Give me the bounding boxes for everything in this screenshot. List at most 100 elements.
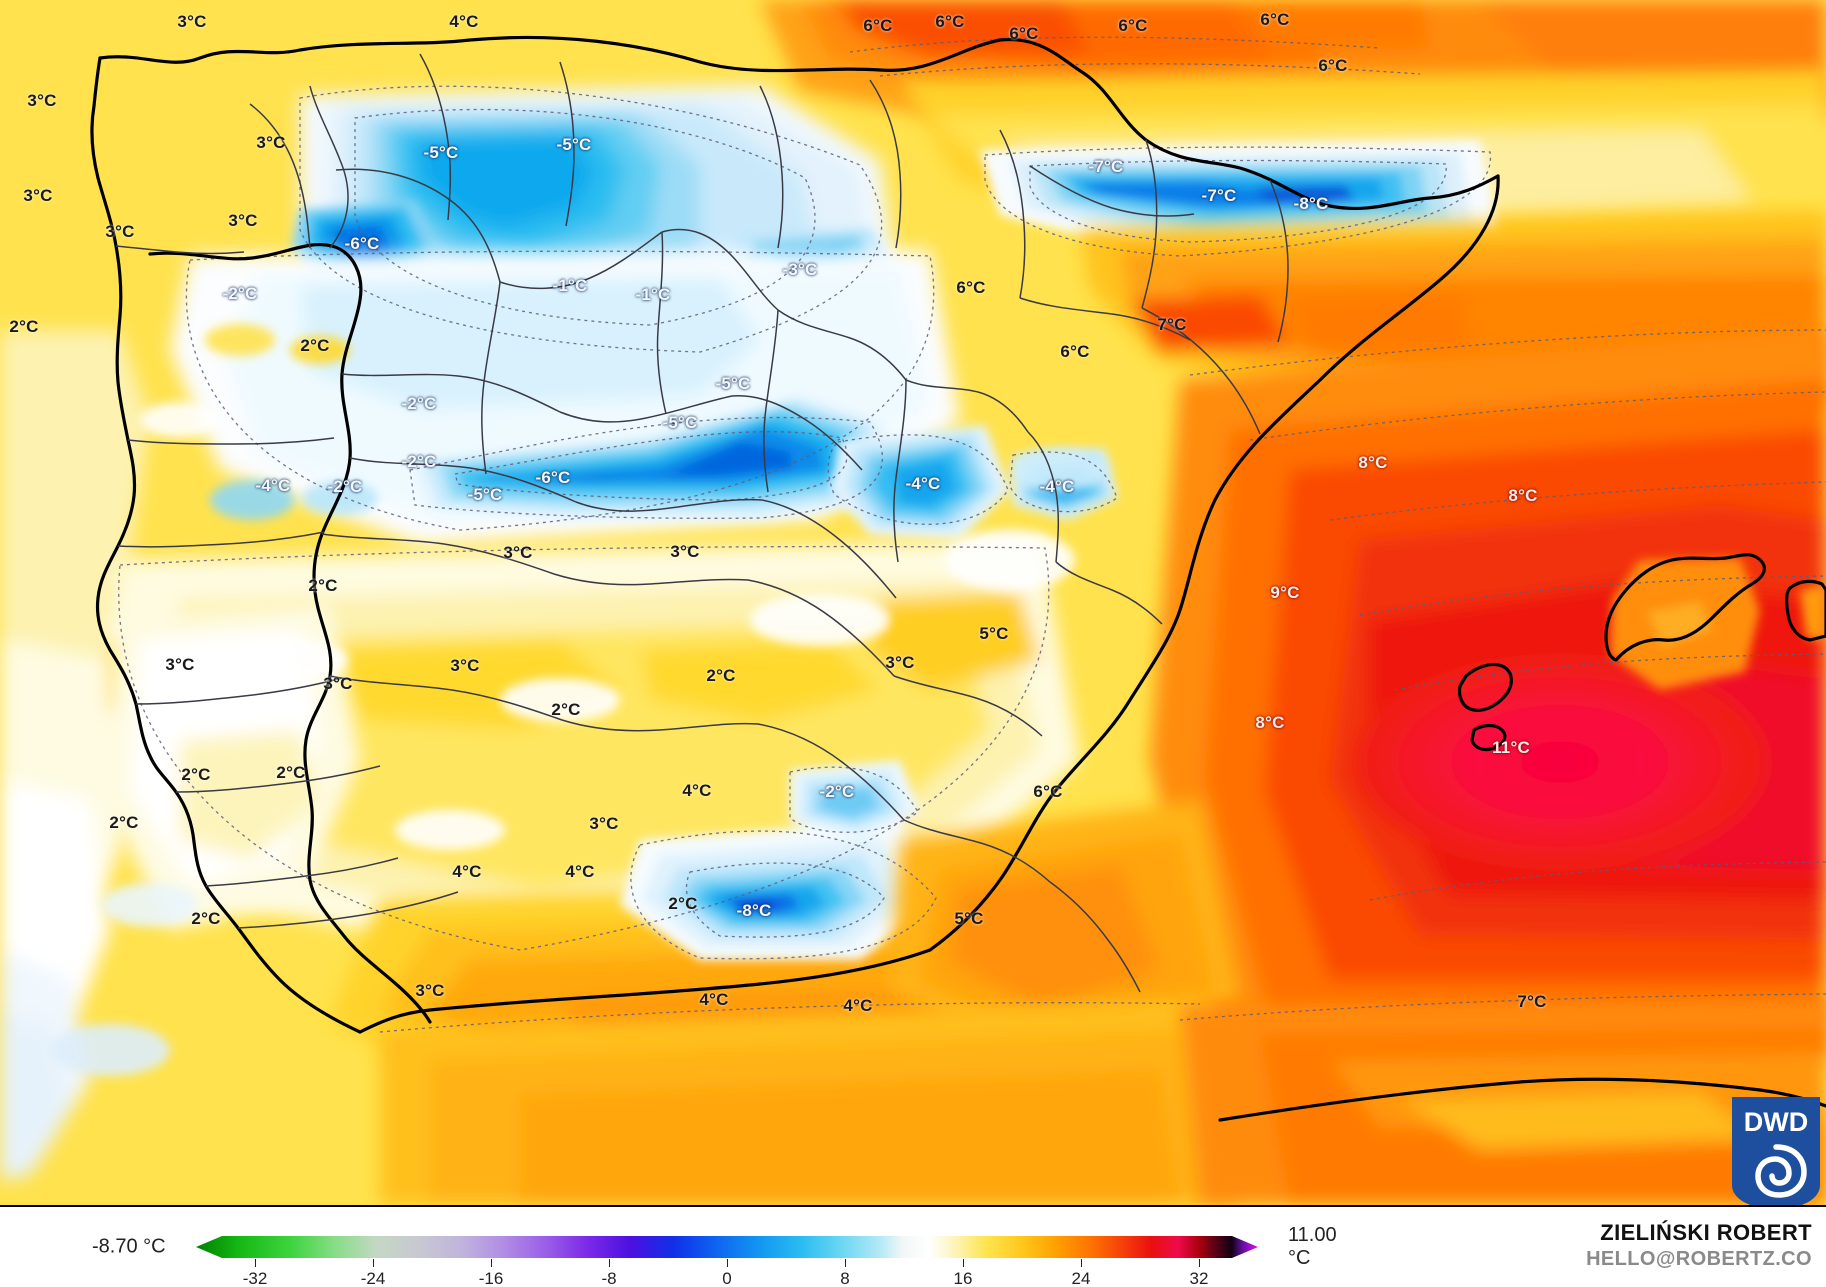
- temperature-label: 9°C: [1270, 583, 1300, 602]
- temperature-label: 2°C: [668, 894, 698, 913]
- temperature-label: -4°C: [905, 474, 941, 493]
- temperature-label: 6°C: [1009, 24, 1039, 43]
- colorbar-tick-label: -16: [478, 1269, 504, 1287]
- field-sistema-central: [410, 395, 900, 520]
- temperature-label: 2°C: [551, 700, 581, 719]
- temperature-field-svg: [0, 0, 1826, 1205]
- field-murcia: [890, 800, 1240, 1060]
- temperature-label: 7°C: [1157, 315, 1187, 334]
- temperature-label: 6°C: [1118, 16, 1148, 35]
- temperature-label: 2°C: [308, 576, 338, 595]
- temperature-label: 4°C: [452, 862, 482, 881]
- temperature-label: -5°C: [662, 413, 698, 432]
- temperature-label: 2°C: [9, 317, 39, 336]
- field-mediterranean: [1150, 330, 1826, 1060]
- colorbar-tick-label: 16: [953, 1269, 973, 1287]
- temperature-label: 4°C: [843, 996, 873, 1015]
- dwd-logo-text: DWD: [1744, 1107, 1808, 1137]
- field-sistema-iberico: [830, 425, 1118, 540]
- temperature-label: -8°C: [736, 901, 772, 920]
- temperature-label: 4°C: [699, 990, 729, 1009]
- colorbar-tick-label: 0: [722, 1269, 732, 1287]
- temperature-label: 2°C: [706, 666, 736, 685]
- country-borders: [90, 35, 1826, 1122]
- temperature-label: -2°C: [327, 477, 363, 496]
- colorbar-gradient[interactable]: [196, 1235, 1258, 1259]
- temperature-label: 3°C: [503, 543, 533, 562]
- field-north-africa: [1180, 1000, 1826, 1205]
- field-texture: [50, 324, 1108, 1076]
- colorbar-tick: [255, 1259, 256, 1267]
- colorbar-tick: [491, 1259, 492, 1267]
- colorbar-tick: [845, 1259, 846, 1267]
- temperature-label: 3°C: [256, 133, 286, 152]
- temperature-label: 5°C: [979, 624, 1009, 643]
- colorbar-tick: [609, 1259, 610, 1267]
- contour-lines: [118, 36, 1826, 1033]
- dwd-spiral-icon: [1755, 1144, 1807, 1198]
- credit-block: ZIELIŃSKI ROBERT HELLO@ROBERTZ.CO: [1586, 1219, 1812, 1272]
- temperature-label: -8°C: [1293, 194, 1329, 213]
- temperature-label: 3°C: [885, 653, 915, 672]
- colorbar-tick: [1081, 1259, 1082, 1267]
- temperature-label: 3°C: [228, 211, 258, 230]
- field-sierra-nevada: [620, 760, 940, 960]
- temperature-label: 7°C: [1517, 992, 1547, 1011]
- temperature-label: -2°C: [222, 284, 258, 303]
- temperature-label: -4°C: [1039, 477, 1075, 496]
- dwd-logo[interactable]: DWD: [1732, 1097, 1820, 1205]
- temperature-label: -5°C: [423, 143, 459, 162]
- field-portugal: [105, 605, 360, 930]
- temperature-label: -7°C: [1088, 157, 1124, 176]
- colorbar-min-label: -8.70 °C: [92, 1235, 166, 1258]
- temperature-label: -7°C: [1201, 186, 1237, 205]
- temperature-label: 3°C: [105, 222, 135, 241]
- colorbar-tick: [963, 1259, 964, 1267]
- colorbar-tick-label: 8: [840, 1269, 850, 1287]
- temperature-label: 8°C: [1358, 453, 1388, 472]
- colorbar[interactable]: -8.70 °C -32 -24 -16 -8 0 8 16 24 32 11.00 °C: [0, 1223, 1337, 1287]
- temperature-label: -1°C: [635, 285, 671, 304]
- temperature-label: 2°C: [276, 763, 306, 782]
- temperature-label: 4°C: [449, 12, 479, 31]
- credit-author: ZIELIŃSKI ROBERT: [1600, 1220, 1812, 1245]
- temperature-label: 6°C: [935, 12, 965, 31]
- colorbar-tick: [373, 1259, 374, 1267]
- temperature-label: 5°C: [954, 909, 984, 928]
- colorbar-tick: [1199, 1259, 1200, 1267]
- temperature-label: 2°C: [181, 765, 211, 784]
- temperature-label: 6°C: [1060, 342, 1090, 361]
- temperature-label: 4°C: [565, 862, 595, 881]
- temperature-map[interactable]: 3°C 4°C 6°C 6°C 6°C 6°C 6°C 6°C 3°C 3°C -5°C -5°C -7…: [0, 0, 1826, 1205]
- footer-divider: [0, 1205, 1826, 1207]
- temperature-label: 2°C: [191, 909, 221, 928]
- temperature-label: -5°C: [715, 374, 751, 393]
- temperature-label: 3°C: [23, 186, 53, 205]
- temperature-label: 6°C: [1318, 56, 1348, 75]
- temperature-label: -3°C: [782, 260, 818, 279]
- temperature-label: -5°C: [556, 135, 592, 154]
- temperature-label: 8°C: [1255, 713, 1285, 732]
- temperature-label: 6°C: [1033, 782, 1063, 801]
- temperature-label: 3°C: [177, 12, 207, 31]
- colorbar-tick-label: 32: [1189, 1269, 1209, 1287]
- colorbar-tick-label: -8: [601, 1269, 617, 1287]
- colorbar-tick-label: -24: [360, 1269, 386, 1287]
- temperature-label: 6°C: [863, 16, 893, 35]
- colorbar-tick-label: -32: [242, 1269, 268, 1287]
- temperature-label: 2°C: [109, 813, 139, 832]
- temperature-label: 8°C: [1508, 486, 1538, 505]
- footer-bar: -8.70 °C -32 -24 -16 -8 0 8 16 24 32 11.00 °C ZI…: [0, 1205, 1826, 1287]
- colorbar-max-label: 11.00 °C: [1288, 1224, 1337, 1269]
- temperature-label: 2°C: [300, 336, 330, 355]
- temperature-label: -6°C: [535, 468, 571, 487]
- temperature-label: 6°C: [956, 278, 986, 297]
- temperature-label: -1°C: [552, 276, 588, 295]
- temperature-label: 11°C: [1492, 738, 1530, 757]
- temperature-label: -6°C: [344, 234, 380, 253]
- colorbar-tick: [727, 1259, 728, 1267]
- temperature-label: 3°C: [670, 542, 700, 561]
- temperature-label: -2°C: [819, 782, 855, 801]
- temperature-label: -4°C: [255, 476, 291, 495]
